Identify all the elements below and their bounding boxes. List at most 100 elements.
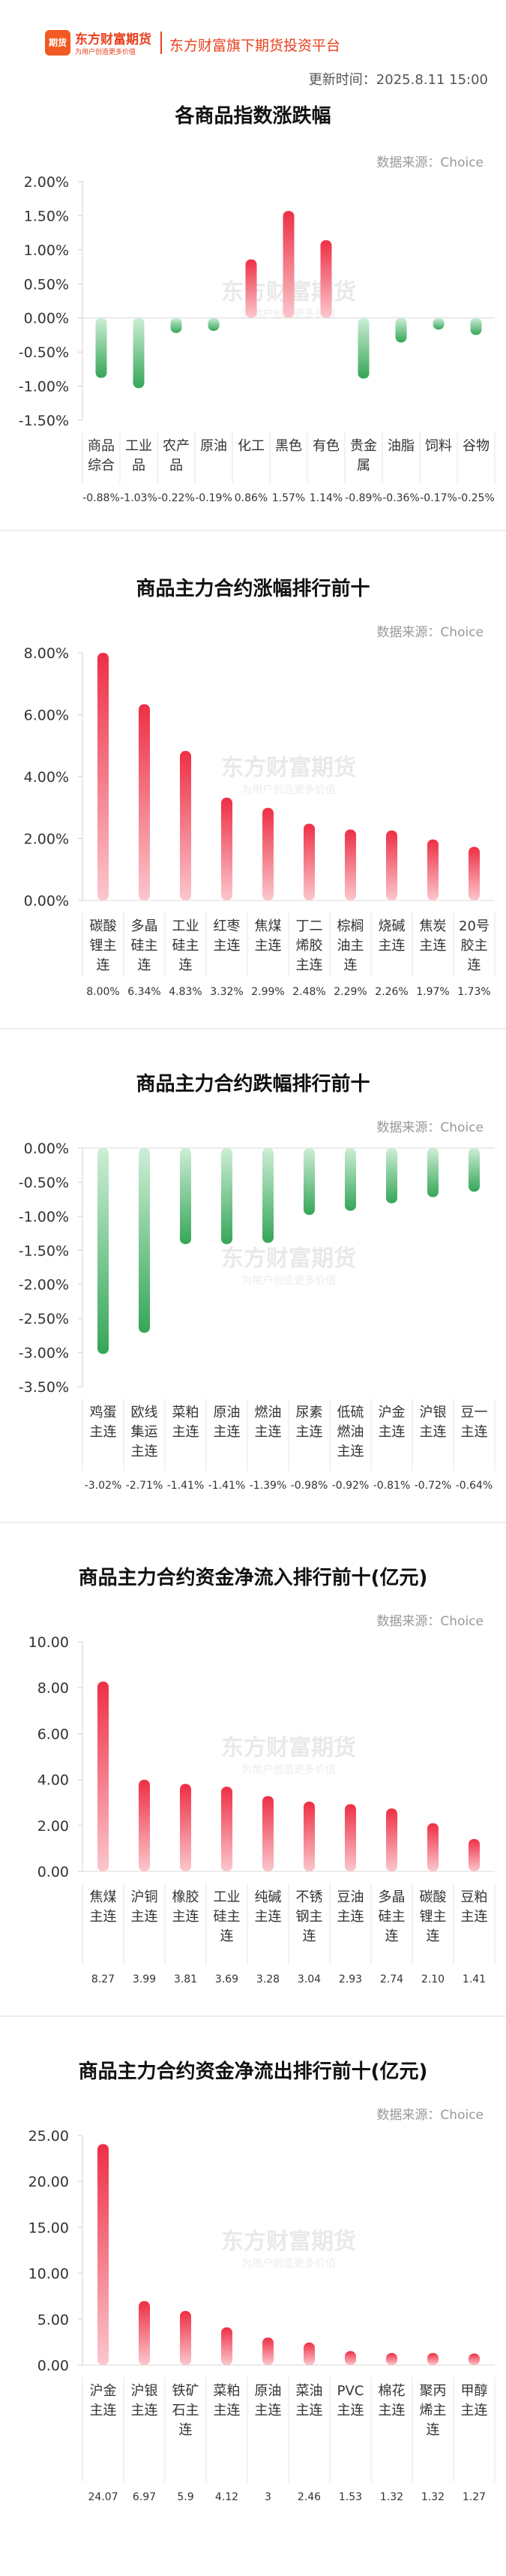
y-tick-label: 4.00 bbox=[37, 1772, 69, 1789]
bar-negative bbox=[139, 1148, 150, 1333]
value-label: -0.19% bbox=[195, 492, 232, 504]
category-label: 燃油 bbox=[255, 1405, 282, 1420]
category-label: 主连 bbox=[379, 938, 406, 954]
category-label: 20号 bbox=[459, 918, 490, 934]
section-divider bbox=[0, 1522, 506, 1523]
category-label: 主连 bbox=[337, 2403, 364, 2418]
category-label: 胶主 bbox=[461, 938, 488, 954]
value-label: 6.97 bbox=[133, 2491, 156, 2503]
watermark-text: 东方财富期货 bbox=[221, 1246, 356, 1272]
category-label: 工业 bbox=[172, 918, 199, 934]
category-label: 铁矿 bbox=[172, 2383, 199, 2399]
bar-positive bbox=[139, 1779, 150, 1871]
bar-positive bbox=[345, 829, 356, 900]
value-label: 6.34% bbox=[127, 986, 160, 998]
value-label: 3.04 bbox=[298, 1973, 321, 1985]
bar-positive bbox=[139, 2301, 150, 2365]
bar-negative bbox=[133, 317, 145, 389]
value-label: -0.92% bbox=[332, 1480, 370, 1492]
bar-positive bbox=[262, 2337, 274, 2365]
category-label: 主连 bbox=[420, 1424, 447, 1440]
y-tick-label: 1.00% bbox=[24, 242, 69, 259]
chart-section-index: 各商品指数涨跌幅 数据来源：Choice 东方财富期货为用户创造更多价值2.00… bbox=[0, 90, 506, 525]
bar-positive bbox=[245, 259, 257, 318]
value-label: 1.73% bbox=[457, 986, 490, 998]
category-label: 多晶 bbox=[379, 1889, 406, 1905]
category-label: 碳酸 bbox=[420, 1889, 447, 1905]
value-label: 24.07 bbox=[88, 2491, 118, 2503]
category-label: 连 bbox=[385, 1928, 399, 1944]
chart-section-gainers: 商品主力合约涨幅排行前十 数据来源：Choice 东方财富期货 为用户创造更多价值… bbox=[0, 534, 506, 1026]
y-tick-label: 6.00% bbox=[24, 708, 69, 724]
data-source: 数据来源：Choice bbox=[376, 1120, 484, 1135]
y-tick-label: 0.00 bbox=[37, 2358, 69, 2374]
value-label: 1.57% bbox=[272, 492, 305, 504]
bar-positive bbox=[345, 2351, 356, 2365]
value-label: 2.74 bbox=[380, 1973, 403, 1985]
category-label: 连 bbox=[179, 2422, 193, 2438]
section-divider bbox=[0, 530, 506, 531]
category-label: 沪金 bbox=[379, 1405, 406, 1420]
y-tick-label: 0.00% bbox=[24, 311, 69, 327]
y-tick-label: 0.50% bbox=[24, 276, 69, 293]
bar-positive bbox=[304, 2342, 315, 2365]
category-label: 菜粕 bbox=[214, 2383, 241, 2399]
category-label: 连 bbox=[179, 957, 193, 973]
category-label: 连 bbox=[303, 1928, 316, 1944]
y-tick-label: -1.50% bbox=[19, 1243, 69, 1259]
data-source: 数据来源：Choice bbox=[376, 155, 484, 170]
value-label: -1.03% bbox=[120, 492, 157, 504]
bar-positive bbox=[427, 1823, 439, 1871]
category-label: 连 bbox=[344, 957, 358, 973]
value-label: 3.69 bbox=[215, 1973, 238, 1985]
y-tick-label: 0.00 bbox=[37, 1864, 69, 1880]
category-label: 丁二 bbox=[296, 918, 323, 934]
category-label: 主连 bbox=[131, 1909, 158, 1925]
value-label: 3 bbox=[265, 2491, 271, 2503]
category-label: 硅主 bbox=[214, 1909, 241, 1925]
chart-section-inflow: 商品主力合约资金净流入排行前十(亿元) 数据来源：Choice 东方财富期货 为用… bbox=[0, 1523, 506, 2014]
bar-negative bbox=[262, 1148, 274, 1243]
bar-negative bbox=[180, 1148, 191, 1245]
bar-positive bbox=[469, 2353, 480, 2365]
category-label: 钢主 bbox=[296, 1909, 323, 1925]
header: 期货 东方财富期货 为用户创造更多价值 东方财富旗下期货投资平台 更新时间：20… bbox=[0, 0, 506, 90]
category-label: 硅主 bbox=[131, 938, 158, 954]
category-label: 品 bbox=[132, 458, 145, 473]
category-label: 豆一 bbox=[461, 1405, 488, 1420]
category-label: 沪银 bbox=[131, 2383, 158, 2399]
watermark-text: 东方财富期货 bbox=[221, 2229, 356, 2255]
value-label: 3.99 bbox=[133, 1973, 156, 1985]
value-label: -0.72% bbox=[415, 1480, 452, 1492]
category-label: 棕榈 bbox=[337, 918, 364, 934]
category-label: 主连 bbox=[296, 1424, 323, 1440]
bar-negative bbox=[386, 1148, 397, 1204]
y-tick-label: 0.00% bbox=[24, 1141, 69, 1157]
data-source: 数据来源：Choice bbox=[376, 1614, 484, 1629]
y-tick-label: -3.50% bbox=[19, 1379, 69, 1396]
y-tick-label: 0.00% bbox=[24, 893, 69, 909]
bar-positive bbox=[97, 2144, 109, 2365]
value-label: 1.97% bbox=[416, 986, 449, 998]
category-label: 锂主 bbox=[420, 1909, 447, 1925]
value-label: 2.99% bbox=[251, 986, 284, 998]
category-label: 红枣 bbox=[214, 918, 241, 934]
bar-positive bbox=[304, 1801, 315, 1871]
value-label: 1.32 bbox=[380, 2491, 403, 2503]
category-label: 豆油 bbox=[337, 1889, 364, 1905]
value-label: -2.71% bbox=[126, 1480, 163, 1492]
category-label: 聚丙 bbox=[420, 2383, 447, 2399]
category-label: 主连 bbox=[461, 1424, 488, 1440]
watermark-subtext: 为用户创造更多价值 bbox=[241, 783, 336, 796]
value-label: -0.25% bbox=[457, 492, 495, 504]
value-label: 1.14% bbox=[310, 492, 343, 504]
chart-title: 各商品指数涨跌幅 bbox=[175, 105, 331, 128]
value-label: -0.36% bbox=[382, 492, 420, 504]
category-label: 主连 bbox=[214, 2403, 241, 2418]
category-label: 综合 bbox=[88, 458, 115, 473]
category-label: 连 bbox=[97, 957, 110, 973]
category-label: 主连 bbox=[90, 1424, 117, 1440]
bar-positive bbox=[180, 2310, 191, 2365]
